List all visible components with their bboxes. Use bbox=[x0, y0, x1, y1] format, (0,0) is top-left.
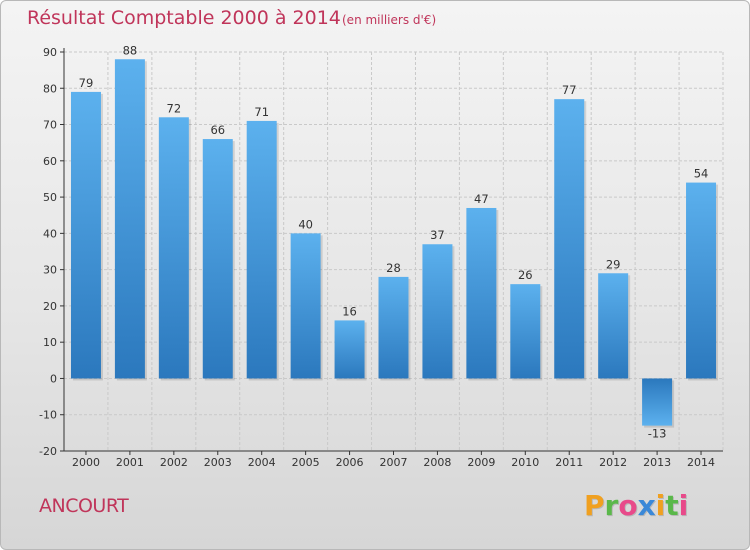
x-tick-label: 2009 bbox=[467, 456, 495, 469]
data-label-2013: -13 bbox=[648, 427, 667, 441]
y-tick-label: 50 bbox=[43, 191, 57, 204]
x-tick-label: 2010 bbox=[511, 456, 539, 469]
bar-2006 bbox=[334, 320, 365, 379]
gridlines bbox=[63, 51, 724, 452]
y-tick-label: 20 bbox=[43, 300, 57, 313]
bar-2013 bbox=[642, 378, 673, 426]
x-tick-label: 2003 bbox=[204, 456, 232, 469]
labels: 79 88 72 66 71 40 16 28 37 47 26 77 29 -13 54 bbox=[79, 43, 709, 440]
y-tick-label: 90 bbox=[43, 46, 57, 59]
proxiti-logo: Proxiti bbox=[584, 489, 688, 522]
chart-title: Résultat Comptable 2000 à 2014 bbox=[27, 7, 341, 29]
commune-name: ANCOURT bbox=[39, 495, 129, 517]
data-label-2005: 40 bbox=[298, 217, 313, 231]
x-tick-label: 2001 bbox=[116, 456, 144, 469]
bar-2004 bbox=[246, 120, 277, 379]
bar-2003 bbox=[202, 139, 233, 379]
brand-letter: P bbox=[584, 489, 605, 522]
brand-letter: x bbox=[637, 489, 656, 522]
bar-2010 bbox=[510, 284, 541, 379]
data-label-2004: 71 bbox=[254, 105, 269, 119]
bar-2007 bbox=[378, 276, 409, 379]
x-tick-label: 2014 bbox=[687, 456, 715, 469]
y-tick-label: 40 bbox=[43, 227, 57, 240]
x-tick-label: 2004 bbox=[248, 456, 276, 469]
y-tick-label: 0 bbox=[50, 372, 57, 385]
bars bbox=[70, 59, 719, 428]
data-label-2012: 29 bbox=[606, 257, 621, 271]
data-label-2007: 28 bbox=[386, 261, 401, 275]
bar-2002 bbox=[158, 117, 189, 379]
bar-2009 bbox=[466, 207, 497, 379]
data-label-2008: 37 bbox=[430, 228, 445, 242]
y-tick-label: 70 bbox=[43, 119, 57, 132]
x-tick-label: 2008 bbox=[423, 456, 451, 469]
brand-letter: r bbox=[604, 489, 619, 522]
x-tick-label: 2012 bbox=[599, 456, 627, 469]
brand-letter: o bbox=[618, 489, 638, 522]
x-tick-label: 2002 bbox=[160, 456, 188, 469]
bar-2012 bbox=[598, 273, 629, 379]
bar-2001 bbox=[114, 59, 145, 379]
y-tick-label: -20 bbox=[39, 445, 57, 458]
data-label-2011: 77 bbox=[562, 83, 577, 97]
x-tick-label: 2007 bbox=[380, 456, 408, 469]
data-label-2000: 79 bbox=[79, 76, 94, 90]
x-tick-label: 2006 bbox=[336, 456, 364, 469]
data-label-2001: 88 bbox=[123, 43, 138, 57]
data-label-2002: 72 bbox=[167, 101, 182, 115]
bar-2000 bbox=[70, 91, 101, 379]
y-tick-label: 60 bbox=[43, 155, 57, 168]
x-tick-label: 2013 bbox=[643, 456, 671, 469]
bar-2011 bbox=[554, 99, 585, 379]
y-tick-label: 30 bbox=[43, 264, 57, 277]
chart-subtitle: (en milliers d'€) bbox=[342, 13, 437, 27]
data-label-2014: 54 bbox=[694, 167, 709, 181]
bar-2005 bbox=[290, 233, 321, 379]
bar-2008 bbox=[422, 244, 453, 379]
axes: -20 -10 0 10 20 30 40 50 60 70 80 90 2000 2001 2002 200… bbox=[39, 46, 723, 469]
y-tick-label: -10 bbox=[39, 409, 57, 422]
x-tick-label: 2011 bbox=[555, 456, 583, 469]
data-label-2010: 26 bbox=[518, 268, 533, 282]
y-tick-label: 80 bbox=[43, 82, 57, 95]
data-label-2009: 47 bbox=[474, 192, 489, 206]
data-label-2003: 66 bbox=[210, 123, 225, 137]
brand-letter: i bbox=[678, 489, 689, 522]
data-label-2006: 16 bbox=[342, 304, 357, 318]
bar-2014 bbox=[686, 182, 717, 379]
y-tick-label: 10 bbox=[43, 336, 57, 349]
brand-letter: t bbox=[665, 489, 679, 522]
brand-letter: i bbox=[655, 489, 666, 522]
x-tick-label: 2005 bbox=[292, 456, 320, 469]
x-tick-label: 2000 bbox=[72, 456, 100, 469]
